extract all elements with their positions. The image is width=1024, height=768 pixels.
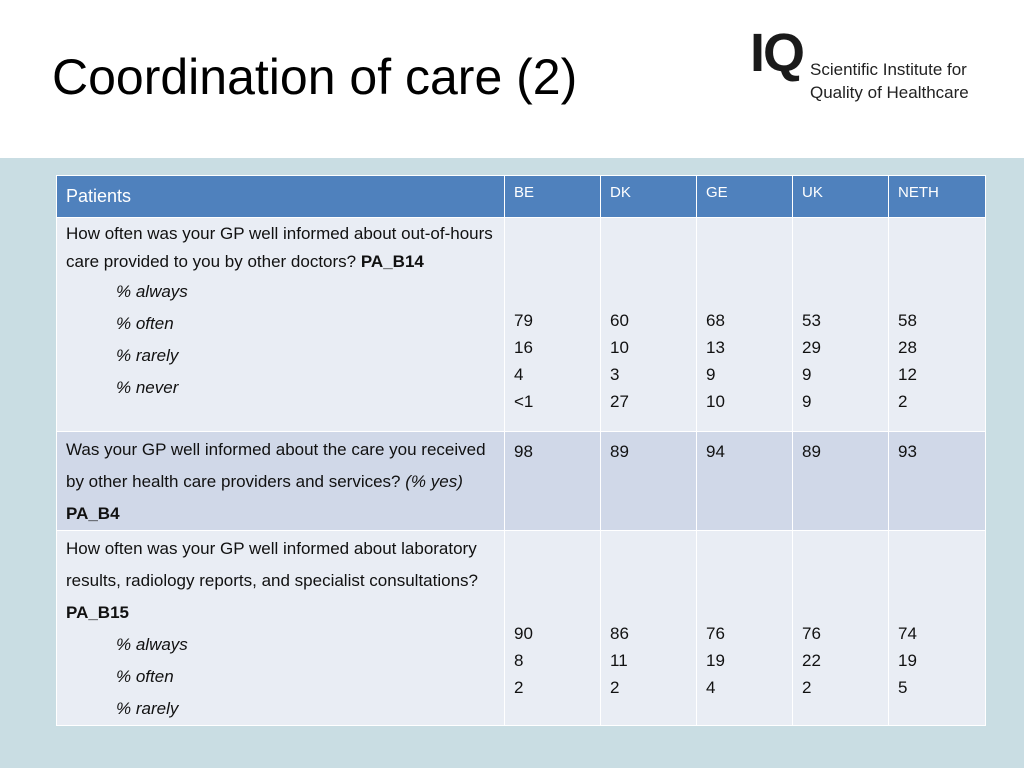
question-text: How often was your GP well informed abou… bbox=[66, 224, 493, 271]
value: 19 bbox=[706, 651, 725, 670]
value: 74 bbox=[898, 624, 917, 643]
answer-option: % often bbox=[116, 667, 174, 686]
value-cell: 93 bbox=[888, 431, 986, 531]
column-header: UK bbox=[792, 175, 889, 218]
question-cell: How often was your GP well informed abou… bbox=[56, 530, 505, 726]
table-row: Was your GP well informed about the care… bbox=[56, 431, 986, 531]
value: 27 bbox=[610, 392, 629, 411]
question-text: How often was your GP well informed abou… bbox=[66, 539, 478, 590]
value: 28 bbox=[898, 338, 917, 357]
question: Was your GP well informed about the care… bbox=[66, 432, 504, 530]
value: 89 bbox=[802, 442, 821, 461]
value: 76 bbox=[706, 624, 725, 643]
answer-option: % rarely bbox=[116, 346, 179, 365]
question-code: PA_B15 bbox=[66, 603, 129, 622]
value-cell: 74 19 5 bbox=[888, 530, 986, 726]
value: 53 bbox=[802, 311, 821, 330]
value: 16 bbox=[514, 338, 533, 357]
value-cell: 86 11 2 bbox=[600, 530, 697, 726]
value: 58 bbox=[898, 311, 917, 330]
value: 3 bbox=[610, 365, 620, 384]
value-cell: 98 bbox=[504, 431, 601, 531]
value-cell: 89 bbox=[600, 431, 697, 531]
value: 93 bbox=[898, 442, 917, 461]
value: 13 bbox=[706, 338, 725, 357]
value: 2 bbox=[514, 678, 524, 697]
value: 29 bbox=[802, 338, 821, 357]
answer-option: % never bbox=[116, 378, 179, 397]
value: 22 bbox=[802, 651, 821, 670]
value: 79 bbox=[514, 311, 533, 330]
value: 8 bbox=[514, 651, 524, 670]
value: 2 bbox=[802, 678, 812, 697]
qualifier: (% yes) bbox=[405, 472, 463, 491]
logo-text: Scientific Institute for bbox=[810, 60, 967, 79]
table-row: How often was your GP well informed abou… bbox=[56, 217, 986, 432]
value: 2 bbox=[898, 392, 908, 411]
column-header: Patients bbox=[56, 175, 505, 218]
slide-title: Coordination of care (2) bbox=[52, 49, 578, 105]
answer-option: % often bbox=[116, 314, 174, 333]
value: 4 bbox=[706, 678, 716, 697]
value-cell: 79 16 4 <1 bbox=[504, 217, 601, 432]
value: 89 bbox=[610, 442, 629, 461]
answer-option: % rarely bbox=[116, 699, 179, 718]
value: 90 bbox=[514, 624, 533, 643]
column-header: GE bbox=[696, 175, 793, 218]
answer-option: % always bbox=[116, 635, 188, 654]
value: <1 bbox=[514, 392, 534, 411]
table-row: How often was your GP well informed abou… bbox=[56, 530, 986, 726]
value-cell: 68 13 9 10 bbox=[696, 217, 793, 432]
value: 9 bbox=[802, 392, 812, 411]
question: How often was your GP well informed abou… bbox=[66, 531, 504, 629]
value: 10 bbox=[610, 338, 629, 357]
value: 9 bbox=[802, 365, 812, 384]
column-header: NETH bbox=[888, 175, 986, 218]
value: 2 bbox=[610, 678, 620, 697]
answer-option: % always bbox=[116, 282, 188, 301]
question-cell: Was your GP well informed about the care… bbox=[56, 431, 505, 531]
value: 10 bbox=[706, 392, 725, 411]
logo-text: Quality of Healthcare bbox=[810, 83, 969, 102]
value: 94 bbox=[706, 442, 725, 461]
value: 68 bbox=[706, 311, 725, 330]
data-table: Patients BE DK GE UK NETH How often was your … bbox=[56, 175, 986, 726]
column-header: BE bbox=[504, 175, 601, 218]
value: 60 bbox=[610, 311, 629, 330]
value: 86 bbox=[610, 624, 629, 643]
value-cell: 94 bbox=[696, 431, 793, 531]
value-cell: 76 22 2 bbox=[792, 530, 889, 726]
value: 98 bbox=[514, 442, 533, 461]
value: 76 bbox=[802, 624, 821, 643]
value: 4 bbox=[514, 365, 524, 384]
value-cell: 53 29 9 9 bbox=[792, 217, 889, 432]
question-code: PA_B14 bbox=[360, 252, 424, 271]
value: 11 bbox=[610, 651, 628, 670]
value: 12 bbox=[898, 365, 917, 384]
header-row: Patients BE DK GE UK NETH bbox=[56, 175, 986, 218]
question-code: PA_B4 bbox=[66, 504, 120, 523]
value: 19 bbox=[898, 651, 917, 670]
value-cell: 58 28 12 2 bbox=[888, 217, 986, 432]
question-text: Was your GP well informed about the care… bbox=[66, 440, 486, 491]
value: 5 bbox=[898, 678, 908, 697]
value-cell: 76 19 4 bbox=[696, 530, 793, 726]
value-cell: 90 8 2 bbox=[504, 530, 601, 726]
value-cell: 60 10 3 27 bbox=[600, 217, 697, 432]
question: How often was your GP well informed abou… bbox=[66, 218, 504, 276]
column-header: DK bbox=[600, 175, 697, 218]
value: 9 bbox=[706, 365, 716, 384]
logo-mark: IQ bbox=[750, 23, 805, 83]
question-cell: How often was your GP well informed abou… bbox=[56, 217, 505, 432]
value-cell: 89 bbox=[792, 431, 889, 531]
